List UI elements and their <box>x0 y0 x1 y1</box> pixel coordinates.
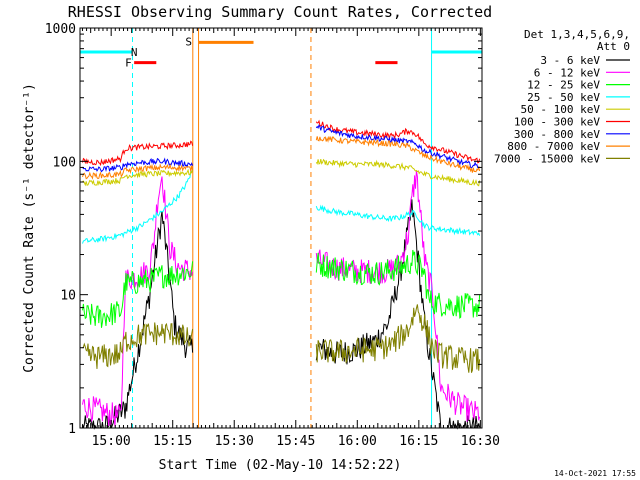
y-axis-label: Corrected Count Rate (s⁻¹ detector⁻¹) <box>22 83 37 373</box>
x-tick-label: 15:15 <box>153 434 192 449</box>
legend-entry: 6 - 12 keV <box>534 66 630 79</box>
series-line-6 <box>82 119 481 167</box>
y-tick-label: 10 <box>60 289 76 304</box>
annotation-f: F <box>125 57 132 70</box>
series-line-5 <box>82 158 481 187</box>
series-line-9 <box>82 304 481 373</box>
series-layer <box>82 119 481 430</box>
legend-entry: 12 - 25 keV <box>527 79 630 92</box>
series-line-7 <box>82 124 480 173</box>
x-tick-label: 15:00 <box>92 434 131 449</box>
legend-entry: 50 - 100 keV <box>521 103 630 116</box>
legend-label: 800 - 7000 keV <box>507 140 600 153</box>
legend-header-line-2: Att 0 <box>597 40 630 53</box>
y-tick-label: 100 <box>53 155 76 170</box>
legend-label: 3 - 6 keV <box>540 54 600 67</box>
x-tick-label: 16:00 <box>338 434 377 449</box>
y-axis: 1 10 100 1000 <box>45 22 482 437</box>
annotation-n: N <box>131 46 138 59</box>
legend-entry: 7000 - 15000 keV <box>494 152 630 165</box>
legend-entry: 100 - 300 keV <box>514 116 630 129</box>
legend-header-line-1: Det 1,3,4,5,6,9, <box>524 28 630 41</box>
legend-entry: 300 - 800 keV <box>514 128 630 141</box>
series-line-3 <box>82 249 481 328</box>
chart-title: RHESSI Observing Summary Count Rates, Co… <box>68 3 492 21</box>
x-tick-label: 16:15 <box>399 434 438 449</box>
legend-label: 50 - 100 keV <box>521 103 601 116</box>
legend-label: 25 - 50 keV <box>527 91 600 104</box>
legend-label: 300 - 800 keV <box>514 128 600 141</box>
x-tick-label: 16:30 <box>461 434 500 449</box>
series-line-2 <box>82 170 481 428</box>
series-line-1 <box>82 199 481 430</box>
annotation-layer: NF S <box>125 36 192 70</box>
legend-entry: 3 - 6 keV <box>540 54 630 67</box>
legend-label: 12 - 25 keV <box>527 79 600 92</box>
legend-entry: 25 - 50 keV <box>527 91 630 104</box>
series-line-4 <box>82 169 481 244</box>
x-axis-label: Start Time (02-May-10 14:52:22) <box>159 458 402 473</box>
generated-timestamp: 14-Oct-2021 17:55 <box>554 469 636 478</box>
x-axis: 15:00 15:15 15:30 15:45 16:00 16:15 16:30 <box>81 28 500 449</box>
legend-entry: 800 - 7000 keV <box>507 140 630 153</box>
y-tick-label: 1 <box>68 422 76 437</box>
legend-label: 6 - 12 keV <box>534 66 601 79</box>
x-tick-label: 15:45 <box>276 434 315 449</box>
series-line-8 <box>82 135 481 180</box>
y-tick-label: 1000 <box>45 22 76 37</box>
legend-label: 100 - 300 keV <box>514 116 600 129</box>
x-tick-label: 15:30 <box>215 434 254 449</box>
annotation-s: S <box>185 36 192 49</box>
plot-frame <box>79 27 483 429</box>
legend-label: 7000 - 15000 keV <box>494 152 600 165</box>
